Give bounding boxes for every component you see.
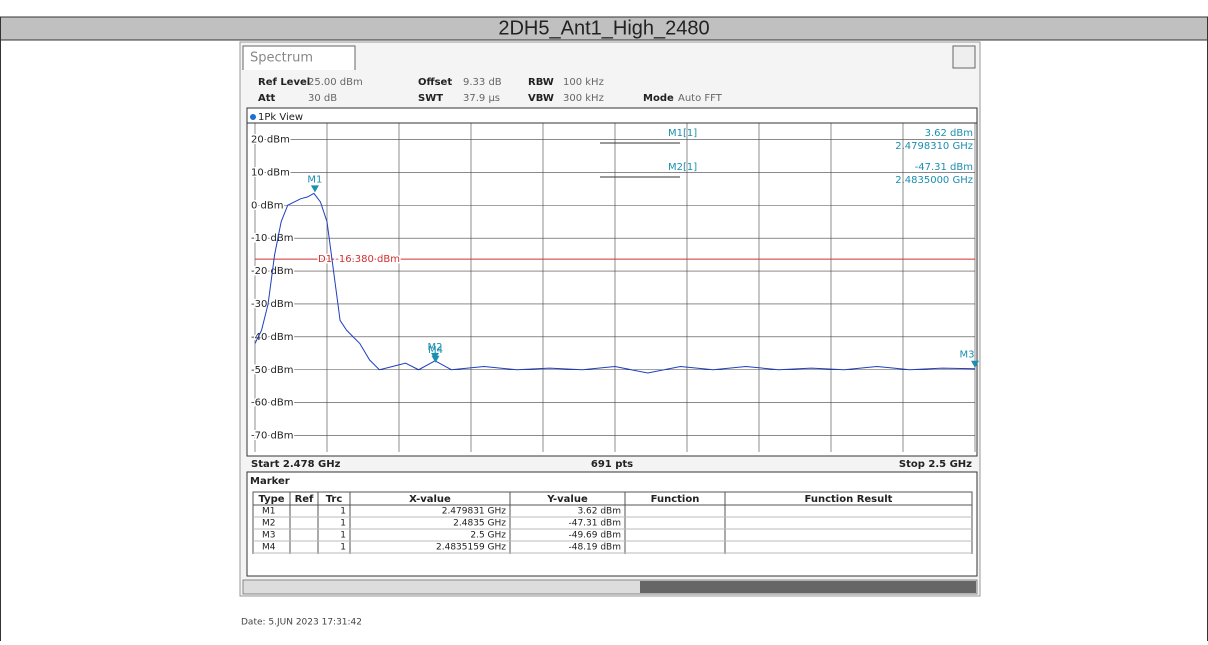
column-header: Y-value xyxy=(546,494,588,505)
cell: 1 xyxy=(340,531,346,541)
icon xyxy=(952,45,976,69)
start-label: Start 2.478 GHz xyxy=(251,459,341,470)
info-freq: 2.4798310 GHz xyxy=(895,141,973,152)
setting-value: 100 kHz xyxy=(563,77,604,88)
cell: 2.479831 GHz xyxy=(442,507,507,517)
display-line-label: D1 -16.380 dBm xyxy=(318,254,400,265)
marker-label: M4 xyxy=(428,345,443,356)
setting-value: 9.33 dB xyxy=(463,77,502,88)
y-tick-label: -70 dBm xyxy=(251,431,293,442)
cell: 3.62 dBm xyxy=(577,507,621,517)
y-tick-label: -50 dBm xyxy=(251,365,293,376)
marker-label: M1 xyxy=(307,174,322,185)
info-level: 3.62 dBm xyxy=(925,128,973,139)
cell: -47.31 dBm xyxy=(568,519,621,529)
title: 2DH5_Ant1_High_2480 xyxy=(498,17,709,39)
setting-name: Att xyxy=(258,93,276,104)
setting-name: VBW xyxy=(528,93,554,104)
view-label: 1Pk View xyxy=(258,112,303,123)
cell: -49.69 dBm xyxy=(568,531,621,541)
info-level: -47.31 dBm xyxy=(915,162,973,173)
marker-label: M3 xyxy=(960,350,975,361)
marker xyxy=(310,185,319,193)
plot-frame xyxy=(246,107,978,457)
column-header: X-value xyxy=(409,494,451,505)
setting-value: 25.00 dBm xyxy=(308,77,363,88)
column-header: Function xyxy=(651,494,700,505)
date: Date: 5.JUN 2023 17:31:42 xyxy=(241,618,362,628)
cell: M4 xyxy=(262,543,276,553)
cell: M2 xyxy=(262,519,276,529)
column-header: Type xyxy=(258,494,284,505)
cell: 2.4835 GHz xyxy=(453,519,506,529)
setting-value: 30 dB xyxy=(308,93,337,104)
cell: 1 xyxy=(340,507,346,517)
cell: M1 xyxy=(262,507,276,517)
stop-label: Stop 2.5 GHz xyxy=(899,459,972,470)
setting-name: Offset xyxy=(418,77,452,88)
marker xyxy=(431,355,440,363)
y-tick-label: 0 dBm xyxy=(251,200,284,211)
marker xyxy=(971,360,979,368)
tab xyxy=(242,45,356,70)
cell: 2.4835159 GHz xyxy=(436,543,506,553)
y-tick-label: -10 dBm xyxy=(251,233,293,244)
view-dot xyxy=(250,114,256,120)
cell: -48.19 dBm xyxy=(568,543,621,553)
y-tick-label: -40 dBm xyxy=(251,332,293,343)
points-label: 691 pts xyxy=(591,459,633,470)
cell: 1 xyxy=(340,543,346,553)
info-name: M2[1] xyxy=(668,162,697,173)
info-name: M1[1] xyxy=(668,128,697,139)
setting-value: 300 kHz xyxy=(563,93,604,104)
marker-label: M2 xyxy=(428,342,443,353)
column-header: Function Result xyxy=(805,494,893,505)
marker-panel xyxy=(246,471,978,577)
y-tick-label: 20 dBm xyxy=(251,134,290,145)
marker-title: Marker xyxy=(250,476,290,487)
tab-label: Spectrum xyxy=(250,51,313,66)
cell: 1 xyxy=(340,519,346,529)
setting-value: Auto FFT xyxy=(678,93,723,104)
trace xyxy=(254,192,976,374)
setting-name: Ref Level xyxy=(258,77,310,88)
setting-value: 37.9 µs xyxy=(463,93,500,104)
column-header: Trc xyxy=(326,494,343,505)
cell: M3 xyxy=(262,531,276,541)
column-header: Ref xyxy=(295,494,314,505)
info-freq: 2.4835000 GHz xyxy=(895,175,973,186)
status-dark xyxy=(640,581,976,593)
y-tick-label: -60 dBm xyxy=(251,398,293,409)
y-tick-label: 10 dBm xyxy=(251,167,290,178)
y-tick-label: -30 dBm xyxy=(251,299,293,310)
setting-name: RBW xyxy=(528,77,554,88)
cell: 2.5 GHz xyxy=(470,531,506,541)
setting-name: SWT xyxy=(418,93,443,104)
setting-name: Mode xyxy=(643,93,674,104)
